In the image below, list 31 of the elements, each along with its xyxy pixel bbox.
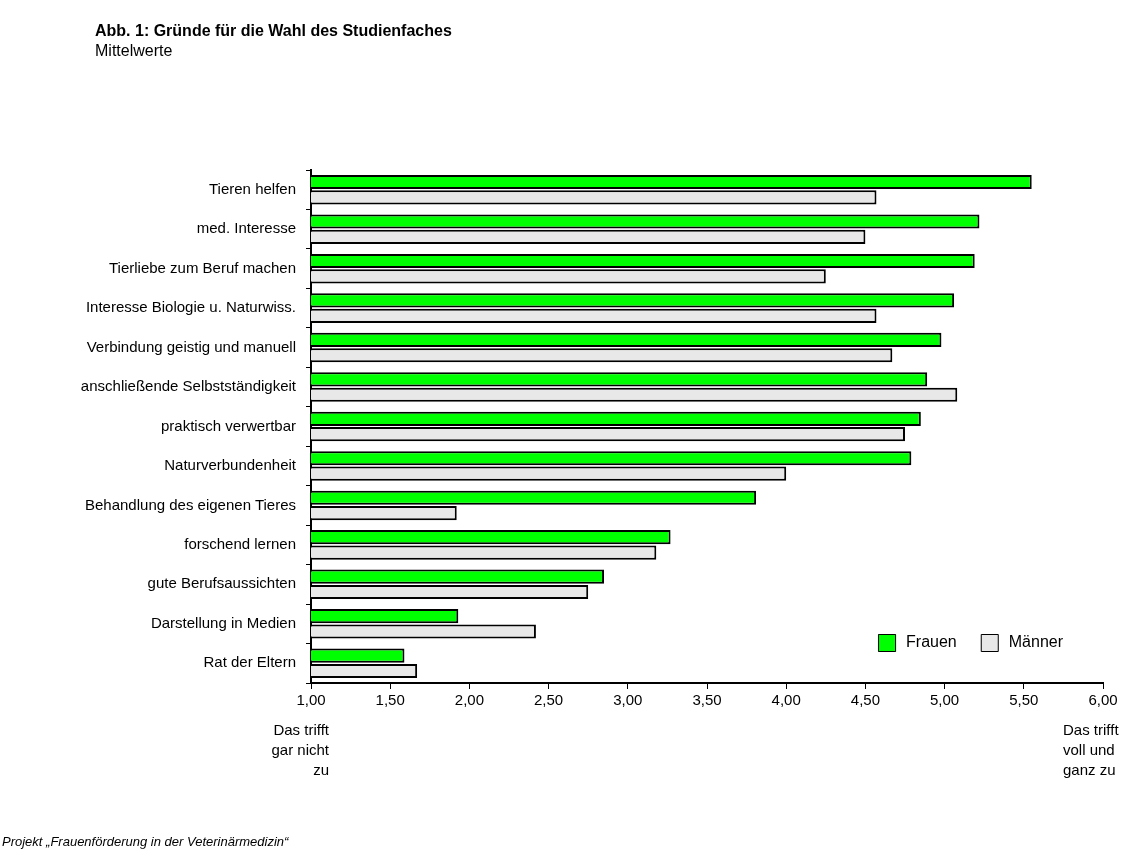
text: Das trifft gar nicht zu [270,720,329,780]
x-tick-label: 2,50 [534,691,564,709]
x-tick-label: 3,00 [613,691,643,709]
legend-label: Männer [1008,633,1064,651]
y-tick-label: Tieren helfen [209,179,296,197]
y-tick-label: anschließende Selbstständigkeit [80,377,297,395]
y-tick-label: Interesse Biologie u. Naturwiss. [85,298,296,316]
y-tick-label: med. Interesse [196,219,296,237]
x-tick-label: 3,50 [692,691,722,709]
text: Das trifft voll und ganz zu [1063,720,1120,780]
x-tick-label: 4,50 [850,691,880,709]
x-tick-label: 5,00 [930,691,960,709]
y-tick-label: Verbindung geistig und manuell [86,337,296,355]
y-tick-label: Tierliebe zum Beruf machen [108,258,296,276]
x-tick-label: 6,00 [1088,691,1118,709]
x-tick-label: 5,50 [1009,691,1039,709]
y-tick-label: praktisch verwertbar [160,416,296,434]
y-tick-label: Naturverbundenheit [164,456,297,474]
legend-label: Frauen [906,633,957,651]
x-tick-label: 2,00 [454,691,484,709]
text: Projekt „Frauenförderung in der Veterinärmedizin“ [2,834,289,849]
y-tick-label: forschend lernen [184,535,296,553]
x-tick-label: 1,00 [296,691,326,709]
chart-title: Abb. 1: Gründe für die Wahl des Studienfaches [95,22,452,40]
y-tick-label: Rat der Eltern [203,653,296,671]
y-tick-label: Darstellung in Medien [150,613,296,631]
x-tick-label: 1,50 [375,691,405,709]
y-tick-label: gute Berufsaussichten [147,574,296,592]
text: Mittelwerte [95,42,173,60]
y-tick-label: Behandlung des eigenen Tieres [85,495,296,513]
x-tick-label: 4,00 [771,691,801,709]
